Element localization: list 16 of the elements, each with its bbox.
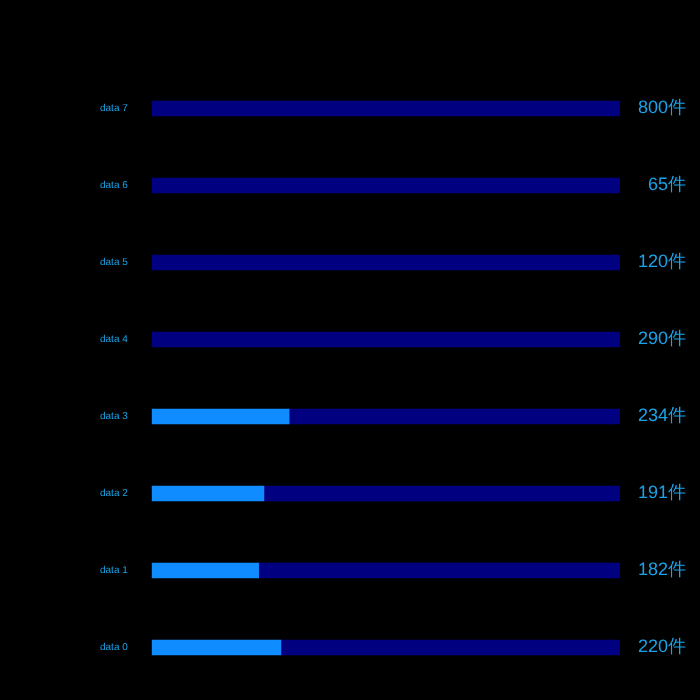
data-label: 182件 [637, 559, 686, 580]
bar [262, 485, 620, 502]
bar [151, 562, 259, 579]
data-label: 234件 [637, 405, 686, 426]
bar [151, 408, 290, 425]
data-label: 800件 [637, 97, 686, 118]
data-label: 290件 [637, 328, 686, 349]
bar [257, 562, 620, 579]
data-label: 220件 [637, 636, 686, 657]
data-label: 120件 [637, 251, 686, 272]
data-label: 191件 [637, 482, 686, 503]
bar [288, 408, 620, 425]
bar [279, 639, 620, 656]
data-label: 65件 [647, 174, 686, 195]
bar [151, 639, 282, 656]
bar [151, 485, 265, 502]
